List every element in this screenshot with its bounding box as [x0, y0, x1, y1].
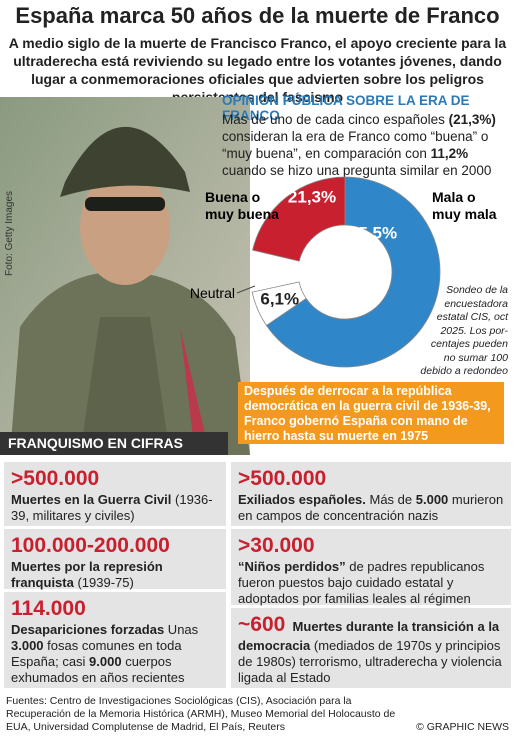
note-line: Sondeo de la	[446, 284, 508, 296]
text: consideran la era de Franco como “buena”…	[222, 129, 489, 161]
text: murieron en campos de concentración nazi…	[238, 492, 504, 523]
text: Unas	[164, 622, 199, 637]
stat-card: 114.000 Desapariciones forzadas Unas 3.00…	[4, 592, 226, 688]
category-label: Buena o muy buena	[205, 189, 279, 222]
copyright: © GRAPHIC NEWS	[416, 721, 509, 733]
text: (1939-75)	[73, 575, 134, 590]
text: 9.000	[89, 654, 122, 669]
stat-figure: 114.000	[11, 597, 86, 620]
stat-figure: >500.000	[11, 467, 100, 490]
chart-intro: Más de uno de cada cinco españoles (21,3…	[222, 111, 510, 179]
leader	[236, 285, 256, 294]
donut-slice	[265, 176, 441, 368]
note-line: encuestadora	[444, 297, 508, 310]
text: 3.000	[11, 638, 44, 653]
text: “Niños perdidos”	[238, 559, 346, 574]
note-line: debido a redondeo	[420, 365, 508, 377]
slice-value: 65,5%	[349, 223, 397, 242]
text: Desapariciones forzadas	[11, 622, 165, 637]
text: Más de	[365, 492, 416, 507]
category-label: Neutral	[190, 285, 235, 301]
label-line: Buena o	[205, 189, 260, 205]
text: Muertes por la represión franquista	[11, 559, 163, 590]
slice-value: 21,3%	[288, 187, 336, 206]
note-line: 2025. Los por-	[440, 324, 508, 337]
donut-slice	[251, 281, 307, 326]
section-title: FRANQUISMO EN CIFRAS	[0, 432, 228, 455]
note-line: estatal CIS, oct	[436, 311, 508, 323]
stat-figure: >500.000	[238, 467, 327, 490]
text: Muertes en la Guerra Civil	[11, 492, 172, 507]
stat-figure: ~600	[238, 613, 286, 636]
stat-card: >30.000 “Niños perdidos” de padres republ…	[231, 529, 511, 606]
slice-value: 6,1%	[260, 289, 299, 308]
text: cuando se hizo una pregunta similar en 2…	[222, 163, 492, 178]
text: (mediados de 1970s y principios de 1980s…	[238, 638, 502, 685]
donut-slice	[252, 176, 346, 262]
text: Exiliados españoles.	[238, 492, 366, 507]
text: fosas comunes en toda España; casi	[11, 638, 182, 669]
label-line: Mala o	[432, 189, 476, 205]
text: Más de uno de cada cinco españoles	[222, 112, 449, 127]
callout: Después de derrocar a la república democ…	[238, 382, 504, 444]
text: de padres republicanos fueron puestos ba…	[238, 559, 485, 606]
text: cuerpos exhumados en años recientes	[11, 654, 185, 685]
stat-card: >500.000 Exiliados españoles. Más de 5.00…	[231, 462, 511, 526]
chart-note: Sondeo de la encuestadora estatal CIS, oct…	[420, 284, 508, 379]
label-line: Neutral	[190, 285, 235, 301]
subtitle: A medio siglo de la muerte de Francisco …	[8, 35, 507, 105]
chart-title: OPINIÓN PÚBLICA SOBRE LA ERA DE FRANCO	[222, 93, 470, 123]
title: España marca 50 años de la muerte de Fra…	[15, 3, 500, 28]
category-label: Mala o muy mala	[432, 189, 497, 222]
stat-figure: >30.000	[238, 534, 315, 557]
stat-card: ~600 Muertes durante la transición a la …	[231, 608, 511, 688]
text: 5.000	[415, 492, 449, 507]
stat-card: 100.000-200.000 Muertes por la represión …	[4, 529, 226, 590]
text: Muertes durante la transición a la democ…	[238, 619, 500, 653]
text: 11,2%	[430, 146, 469, 161]
stat-figure: 100.000-200.000	[11, 534, 170, 557]
photo	[0, 97, 250, 455]
sources: Fuentes: Centro de Investigaciones Socio…	[6, 695, 396, 733]
text: (1936-39, militares y civiles)	[11, 492, 213, 523]
donut-chart: 65,5% 6,1% 21,3% Mala o muy mala Neutral Buena…	[190, 176, 497, 368]
label-line: muy mala	[432, 206, 497, 222]
note-line: no sumar 100	[443, 351, 508, 364]
text: (21,3%)	[448, 112, 496, 127]
label-line: muy buena	[205, 206, 279, 222]
note-line: centajes pueden	[430, 338, 508, 350]
stat-card: >500.000 Muertes en la Guerra Civil (1936…	[4, 462, 226, 526]
